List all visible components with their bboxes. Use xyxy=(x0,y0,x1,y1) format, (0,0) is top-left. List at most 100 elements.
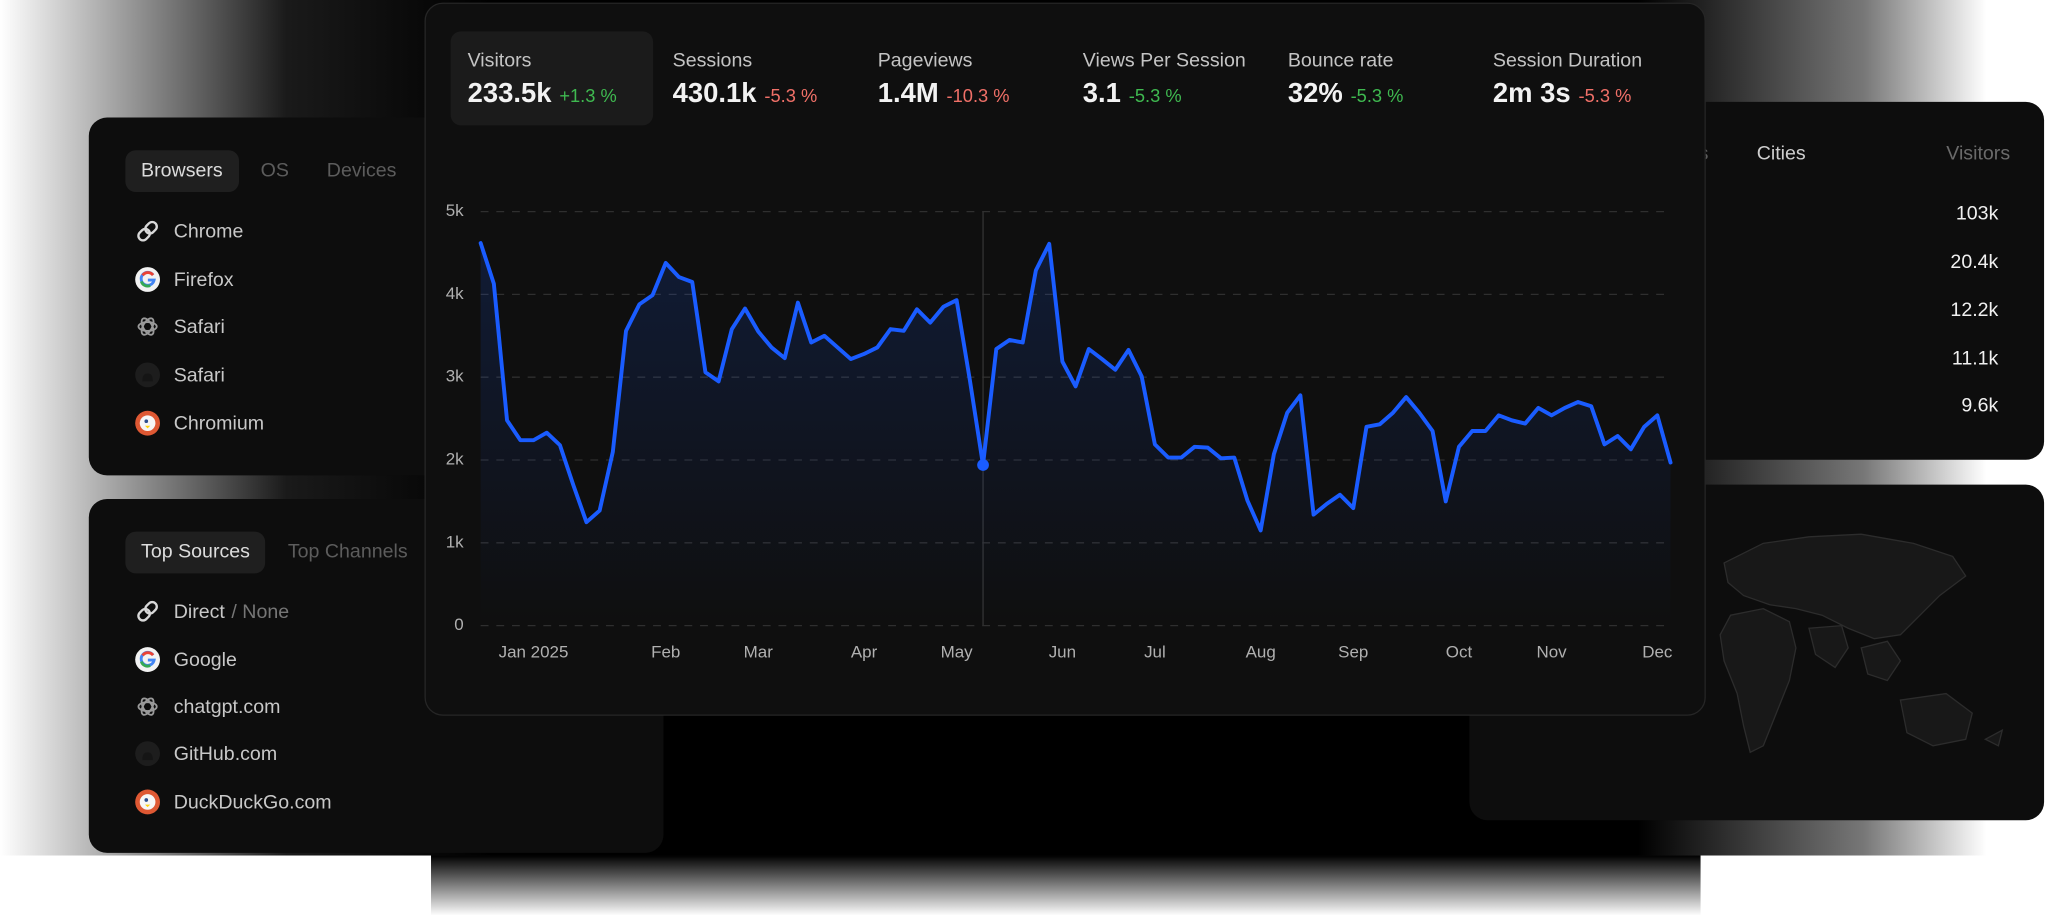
list-row: GitHub.com xyxy=(135,738,277,769)
metric-change: -5.3 % xyxy=(764,84,818,106)
tab[interactable]: Browsers xyxy=(125,150,239,192)
x-tick-label: May xyxy=(941,643,974,662)
line xyxy=(478,241,1673,533)
icon-shape xyxy=(137,697,158,716)
x-tick-label: Oct xyxy=(1446,643,1473,662)
y-tick-label: 2k xyxy=(446,450,464,469)
row-name: Google xyxy=(173,648,237,671)
map-region xyxy=(1899,692,1973,747)
row-icon xyxy=(137,600,158,622)
metric-card[interactable]: Pageviews 1.4M -10.3 % xyxy=(861,31,1063,125)
icon-shape xyxy=(140,697,155,716)
metric-card[interactable]: Bounce rate 32% -5.3 % xyxy=(1271,31,1473,125)
list-row: Safari xyxy=(135,359,225,390)
tab[interactable]: Cities xyxy=(1756,142,1806,165)
metric-value: 1.4M xyxy=(877,78,939,109)
list-row: Google xyxy=(135,644,237,675)
row-name: Direct xyxy=(173,600,225,623)
row-name: DuckDuckGo.com xyxy=(173,790,332,814)
main-panel: Visitors 233.5k +1.3 % Sessions 430.1k -5.3 %… xyxy=(424,2,1706,716)
metric-change: -5.3 % xyxy=(1578,84,1632,106)
tab[interactable]: Devices xyxy=(326,159,397,182)
metric-value: 3.1 xyxy=(1082,78,1121,109)
icon-shape xyxy=(137,701,158,712)
plot: 0 1k 2k 3k 4k 5k Jan 2025 Feb Mar Apr May Jun Jul Aug… xyxy=(446,201,1673,661)
x-tick-label: Jan 2025 xyxy=(499,643,569,662)
metric-value-line: 1.4M -10.3 % xyxy=(878,78,1010,109)
metric-value: 430.1k xyxy=(672,78,757,109)
metric-value-line: 430.1k -5.3 % xyxy=(673,78,818,109)
icon-shape xyxy=(137,220,158,242)
metric-change: -5.3 % xyxy=(1128,84,1182,106)
visitor-count: 20.4k xyxy=(1950,250,1999,273)
row-name: GitHub.com xyxy=(173,742,278,765)
icon-shape xyxy=(139,660,151,668)
row-icon xyxy=(137,697,158,716)
metric-label: Pageviews xyxy=(877,49,973,72)
row-label: GitHub.com xyxy=(174,743,277,765)
metric-change: +1.3 % xyxy=(559,84,617,106)
world-map xyxy=(1719,533,2004,754)
row-icon xyxy=(135,789,160,815)
icon-shape xyxy=(144,804,151,808)
tab-bar: Browsers OS Devices xyxy=(125,150,412,192)
x-tick-label: Apr xyxy=(851,643,878,662)
column-header: Visitors xyxy=(1946,142,2011,165)
row-icon xyxy=(135,741,160,767)
y-tick-label: 0 xyxy=(454,615,463,634)
list-row: Firefox xyxy=(135,264,234,295)
icon-shape xyxy=(139,280,151,288)
x-tick-label: Aug xyxy=(1246,643,1276,662)
list-row: Direct / None xyxy=(135,596,289,627)
metric-card[interactable]: Views Per Session 3.1 -5.3 % xyxy=(1066,31,1268,125)
row-name: Safari xyxy=(173,315,225,338)
list-row: Chromium xyxy=(135,408,265,439)
row-name: Chromium xyxy=(173,412,265,435)
row-name: Safari xyxy=(173,363,225,386)
metric-value: 32% xyxy=(1287,78,1343,109)
icon-shape xyxy=(135,647,160,672)
x-tick-label: Feb xyxy=(651,643,680,662)
area xyxy=(480,243,1671,626)
metric-label: Bounce rate xyxy=(1287,49,1394,72)
map-region xyxy=(1723,533,1967,640)
row-icon xyxy=(135,267,160,292)
row-icon xyxy=(137,317,158,336)
visitor-count: 103k xyxy=(1955,202,1999,225)
metric-label: Views Per Session xyxy=(1082,49,1246,72)
tab[interactable]: Top Sources xyxy=(125,531,266,574)
tab-bar: Top Sources Top Channels xyxy=(125,531,423,574)
y-tick-label: 3k xyxy=(446,367,464,386)
icon-shape xyxy=(144,419,149,424)
icon-shape xyxy=(137,227,152,242)
metric-value: 233.5k xyxy=(467,78,552,109)
map-region xyxy=(1808,624,1849,669)
icon-shape xyxy=(140,697,155,716)
row-label: DuckDuckGo.com xyxy=(174,791,332,813)
visitor-count: 9.6k xyxy=(1961,394,1999,417)
metric-card[interactable]: Visitors 233.5k +1.3 % xyxy=(450,31,654,126)
map-land xyxy=(1719,533,2004,754)
x-tick-label: Nov xyxy=(1536,643,1567,662)
metric-card[interactable]: Session Duration 2m 3s -5.3 % xyxy=(1476,31,1678,125)
metric-label: Sessions xyxy=(672,49,753,72)
metric-label: Session Duration xyxy=(1492,49,1643,72)
metric-label: Visitors xyxy=(467,49,532,72)
metric-card[interactable]: Sessions 430.1k -5.3 % xyxy=(656,31,858,125)
icon-shape xyxy=(142,373,153,382)
hover-point xyxy=(977,459,989,471)
metric-value-line: 3.1 -5.3 % xyxy=(1083,78,1182,109)
row-label: Google xyxy=(174,648,237,670)
icon-shape xyxy=(140,317,155,336)
icon-shape xyxy=(139,415,156,432)
row-name: Chrome xyxy=(173,220,244,243)
icon-shape xyxy=(144,600,158,615)
tab[interactable]: OS xyxy=(260,159,289,182)
row-label: Firefox xyxy=(174,268,234,290)
icon-shape xyxy=(137,600,158,622)
metric-value-line: 233.5k +1.3 % xyxy=(468,78,617,109)
x-tick-label: Mar xyxy=(744,643,774,662)
icon-shape xyxy=(141,651,155,657)
tab[interactable]: Top Channels xyxy=(287,540,408,563)
bottom-shadow xyxy=(431,855,1701,915)
